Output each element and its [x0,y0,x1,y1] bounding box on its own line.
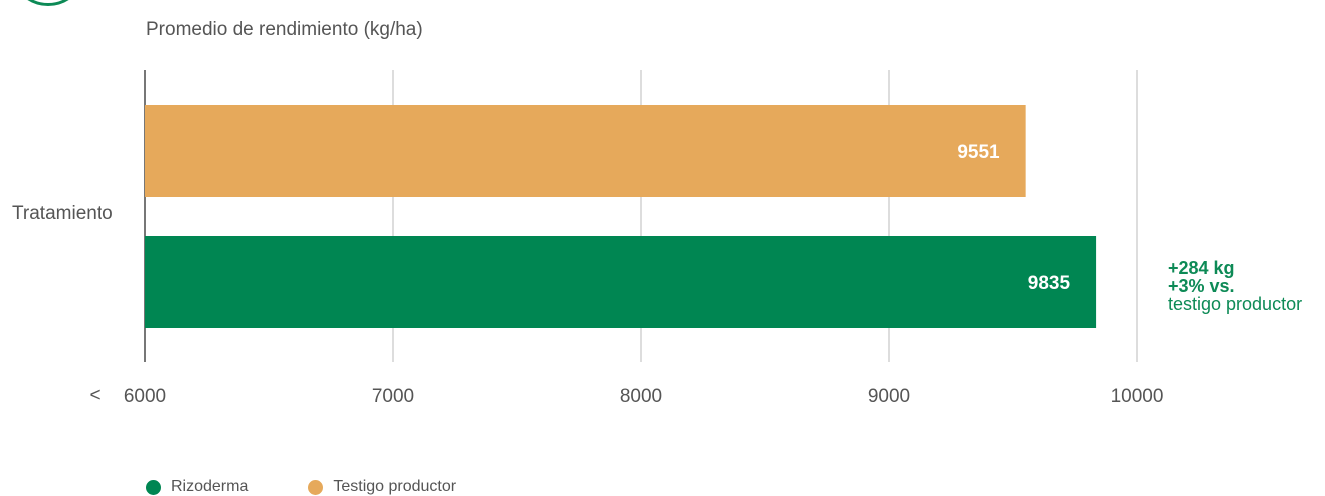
bar-value-label-testigo-productor: 9551 [957,142,1000,163]
legend-swatch-rizoderma [146,479,161,495]
legend-swatch-testigo [308,479,324,495]
difference-annotation: +284 kg +3% vs. testigo productor [1168,259,1302,313]
x-tick-label-7000: 7000 [372,386,414,407]
x-tick-label-9000: 9000 [868,386,910,407]
bar-value-label-rizoderma: 9835 [1028,273,1071,294]
legend-item-rizoderma[interactable]: Rizoderma [146,478,248,496]
legend-item-testigo[interactable]: Testigo productor [308,478,456,496]
chart-title: Promedio de rendimiento (kg/ha) [146,19,423,40]
category-label: Tratamiento [12,203,113,224]
legend-label-rizoderma: Rizoderma [171,478,249,495]
legend-label-testigo: Testigo productor [333,478,457,495]
bar-layer: 9551 9835 [145,105,1097,328]
x-tick-label-10000: 10000 [1111,386,1164,407]
chart-legend: Rizoderma Testigo productor [146,478,516,496]
annotation-percent: +3% vs. [1168,276,1235,296]
axis-layer: 6000 7000 8000 9000 10000 < Tratamiento [12,203,1163,407]
x-tick-label-8000: 8000 [620,386,662,407]
x-axis-prefix: < [89,385,100,406]
annotation-kg: +284 kg [1168,258,1235,278]
bar-rizoderma[interactable] [145,236,1097,328]
x-tick-label-6000: 6000 [124,386,166,407]
bar-testigo-productor[interactable] [145,105,1026,197]
annotation-reference: testigo productor [1168,294,1303,314]
